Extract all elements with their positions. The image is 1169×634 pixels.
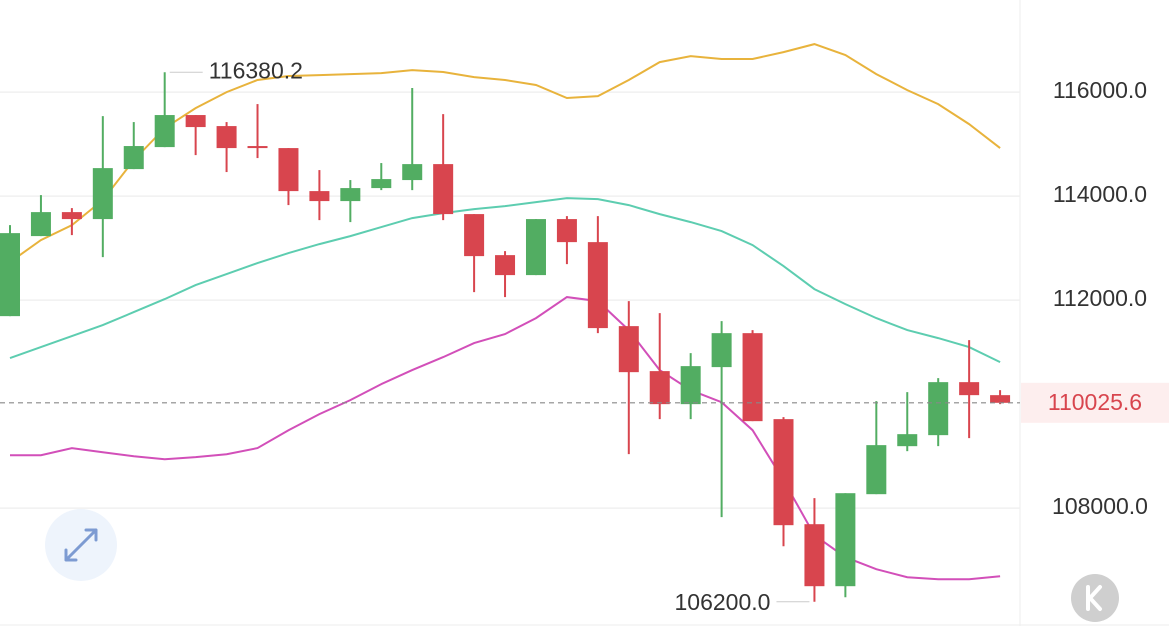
candle-body <box>680 366 701 405</box>
candle-body <box>216 126 237 149</box>
candle-body <box>525 219 546 276</box>
candle-body <box>247 146 268 149</box>
expand-button[interactable] <box>45 509 117 581</box>
candle-body <box>0 233 20 317</box>
candle-body <box>92 168 113 220</box>
plot-area: 108000.0 112000.0 114000.0 116000.0 116380.2… <box>0 43 1169 615</box>
k-button[interactable] <box>1071 574 1119 622</box>
candle-body <box>402 164 423 181</box>
candle-body <box>123 146 144 170</box>
candle-body <box>928 382 949 436</box>
low-label: 106200.0 <box>675 589 771 615</box>
band-line <box>10 296 1001 581</box>
candle-body <box>185 115 206 128</box>
candle-body <box>990 395 1011 403</box>
candle-body <box>618 326 639 373</box>
candle-body <box>897 434 918 447</box>
band-line <box>9 43 1001 263</box>
candle-body <box>649 371 670 405</box>
candle-body <box>278 148 299 192</box>
band-line <box>9 197 1001 364</box>
expand-icon[interactable] <box>64 528 98 562</box>
candle-body <box>742 333 763 422</box>
candle-body <box>495 255 516 276</box>
candle-body <box>154 115 175 148</box>
high-label: 116380.2 <box>209 57 303 83</box>
candle-body <box>587 242 608 329</box>
candle-body <box>464 214 485 257</box>
y-tick-label: 108000.0 <box>1052 493 1148 519</box>
candle-body <box>371 179 392 189</box>
candle-body <box>711 333 732 368</box>
y-tick-label: 114000.0 <box>1053 181 1147 207</box>
k-icon[interactable] <box>1086 585 1102 611</box>
candle-body <box>835 493 856 587</box>
candle-body <box>556 219 577 243</box>
candle-body <box>433 164 454 215</box>
y-tick-label: 112000.0 <box>1053 285 1147 311</box>
candle-body <box>804 524 825 587</box>
last-price-box <box>1021 382 1169 423</box>
candle-body <box>340 188 361 202</box>
candle-body <box>30 212 51 237</box>
candle-body <box>309 191 330 202</box>
y-tick-label: 116000.0 <box>1053 77 1147 103</box>
candle-body <box>959 382 980 396</box>
candle-body <box>866 445 887 495</box>
k-bg[interactable] <box>1071 574 1119 622</box>
candle-body <box>773 419 794 526</box>
last-price-label: 110025.6 <box>1048 389 1142 415</box>
candle-body <box>61 212 82 220</box>
